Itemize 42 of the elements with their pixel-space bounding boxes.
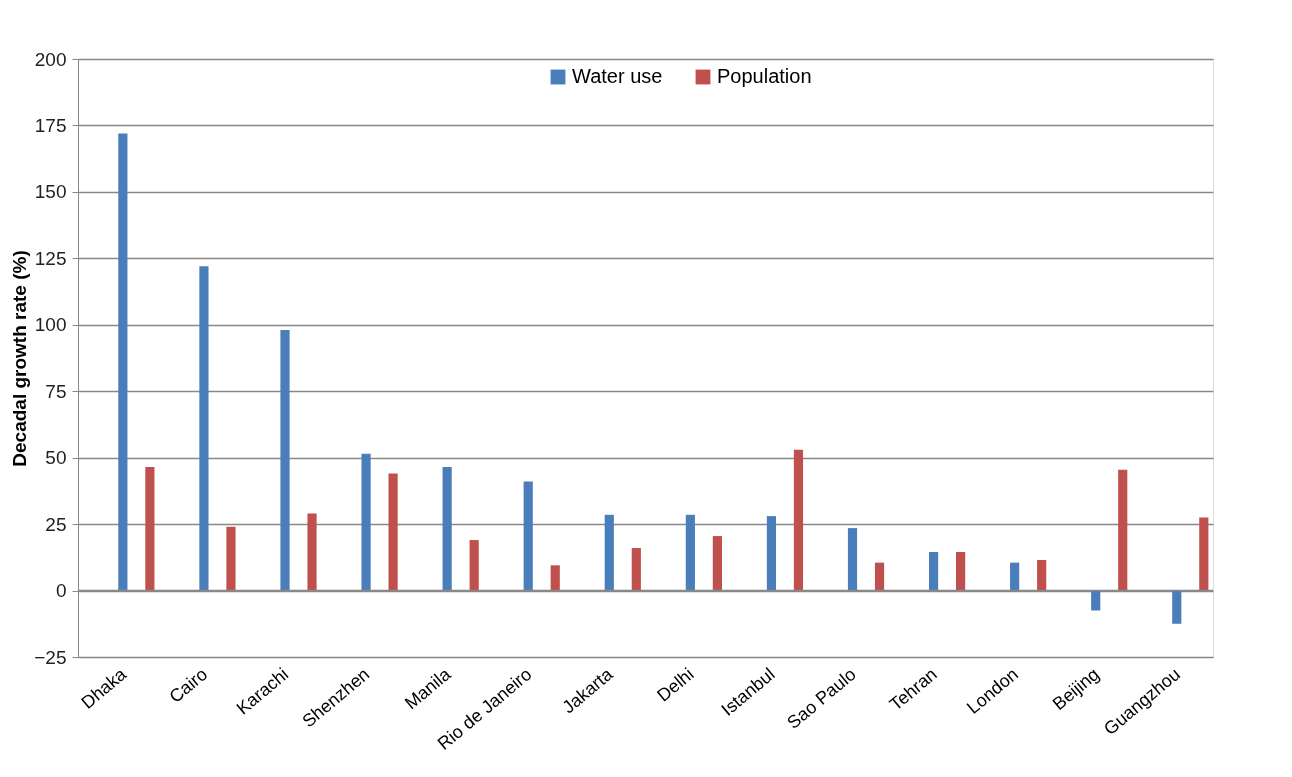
- bar: [685, 514, 695, 591]
- bar: [523, 481, 533, 591]
- bar: [388, 473, 398, 591]
- bar: [550, 565, 560, 591]
- bar: [874, 562, 885, 591]
- legend-label: Water use: [572, 65, 663, 87]
- bar: [1091, 590, 1101, 611]
- bar: [226, 526, 236, 591]
- bar: [1172, 590, 1182, 624]
- y-tick-label: 150: [34, 181, 67, 203]
- bar: [442, 466, 452, 591]
- bar: [631, 548, 641, 591]
- y-tick-label: 50: [45, 447, 67, 469]
- y-axis-title: Decadal growth rate (%): [9, 250, 31, 467]
- bar: [1010, 562, 1020, 591]
- bar: [469, 540, 479, 591]
- y-tick-label: 100: [34, 314, 67, 336]
- bar: [604, 514, 614, 591]
- y-tick-label: 200: [34, 48, 67, 70]
- bar: [712, 536, 722, 591]
- legend-label: Population: [717, 65, 812, 87]
- bar: [847, 528, 858, 591]
- bar: [1037, 559, 1047, 591]
- y-tick-label: 125: [34, 247, 67, 269]
- y-tick-label: 175: [34, 114, 67, 136]
- y-tick-label: 0: [55, 580, 67, 602]
- bar: [199, 266, 209, 591]
- bar: [307, 513, 317, 591]
- x-tick-label: Cairo: [165, 663, 212, 707]
- y-tick-label: 75: [45, 380, 67, 402]
- bar: [361, 453, 371, 591]
- y-tick-label: 25: [45, 513, 67, 535]
- bar: [928, 552, 939, 591]
- bar: [1118, 469, 1128, 591]
- bar: [793, 449, 804, 591]
- bar: [145, 466, 155, 591]
- bar: [766, 516, 777, 591]
- bar: [280, 330, 290, 591]
- bar: [1199, 517, 1209, 591]
- bar: [956, 552, 966, 591]
- y-tick-label: −25: [34, 646, 67, 668]
- bar: [118, 133, 128, 591]
